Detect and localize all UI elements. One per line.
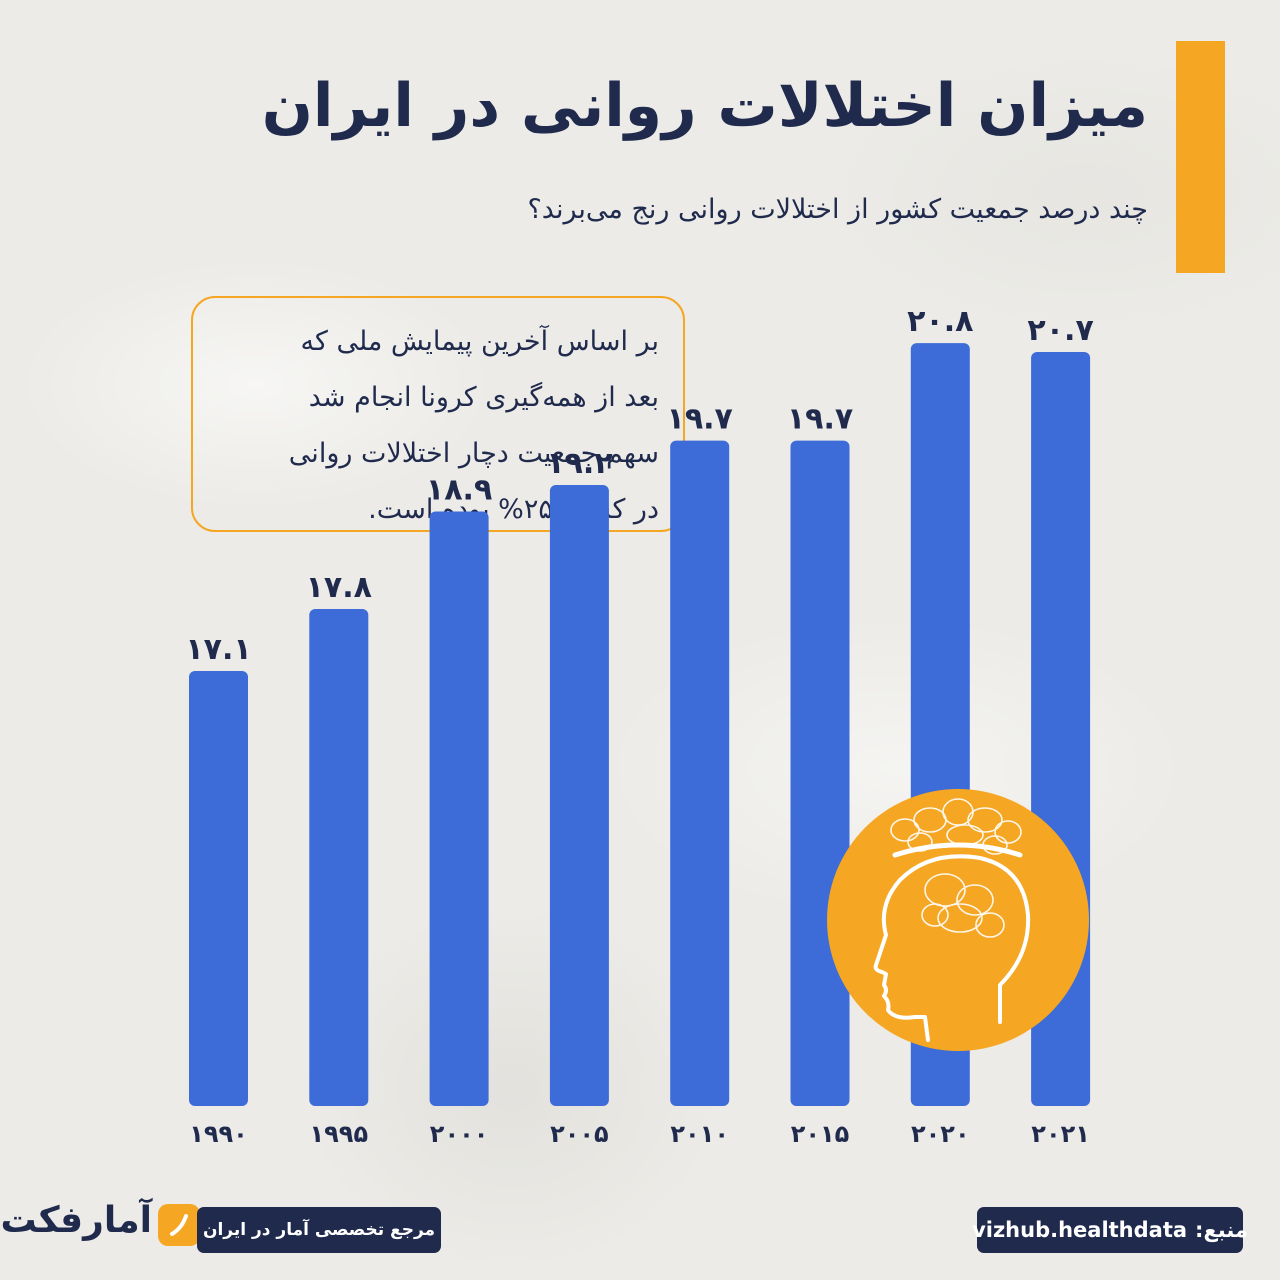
note-line: بر اساس آخرین پیمایش ملی که	[300, 326, 659, 357]
x-tick-label: ۱۹۹۰	[189, 1120, 248, 1148]
bar-3	[549, 484, 609, 1106]
bar-value-label: ۱۹.۲	[546, 446, 612, 481]
brand-logo-text: آمارفکت	[0, 1200, 153, 1241]
brand-tagline: مرجع تخصصی آمار در ایران	[197, 1207, 441, 1253]
head-tangled-thoughts-icon	[827, 789, 1089, 1051]
x-tick-label: ۲۰۲۱	[1031, 1120, 1090, 1148]
bar-value-label: ۱۹.۷	[787, 402, 853, 437]
note-line: بعد از همه‌گیری کرونا انجام شد	[308, 382, 659, 413]
page-title: میزان اختلالات روانی در ایران	[261, 71, 1148, 141]
note-line: سهم جمعیت دچار اختلالات روانی	[288, 438, 659, 469]
title-accent-bar	[1176, 41, 1225, 273]
bar-2	[429, 511, 489, 1106]
x-tick-label: ۲۰۲۰	[911, 1120, 970, 1148]
x-tick-label: ۲۰۱۰	[670, 1120, 729, 1148]
x-tick-label: ۲۰۱۵	[791, 1120, 850, 1148]
bar-value-label: ۱۷.۸	[306, 570, 372, 605]
bar-1	[309, 608, 369, 1106]
source-value: vizhub.healthdata	[972, 1218, 1188, 1242]
bar-value-label: ۲۰.۷	[1027, 313, 1093, 348]
bar-value-label: ۱۷.۱	[185, 632, 251, 667]
brand-logo[interactable]: آمارفکت	[0, 1196, 200, 1260]
bar-0	[189, 671, 248, 1106]
bar-value-label: ۱۸.۹	[426, 473, 492, 508]
x-tick-label: ۲۰۰۰	[430, 1120, 489, 1148]
x-tick-label: ۱۹۹۵	[310, 1120, 369, 1148]
x-tick-label: ۲۰۰۵	[550, 1120, 609, 1148]
bar-value-label: ۲۰.۸	[907, 304, 973, 339]
bar-value-label: ۱۹.۷	[667, 402, 733, 437]
source-badge: منبع: vizhub.healthdata	[972, 1207, 1248, 1253]
source-label: منبع:	[1195, 1218, 1248, 1242]
bar-4	[670, 440, 730, 1106]
bar-5	[790, 440, 850, 1106]
brand-badge-icon	[158, 1204, 200, 1246]
page-subtitle: چند درصد جمعیت کشور از اختلالات روانی رن…	[527, 194, 1148, 225]
